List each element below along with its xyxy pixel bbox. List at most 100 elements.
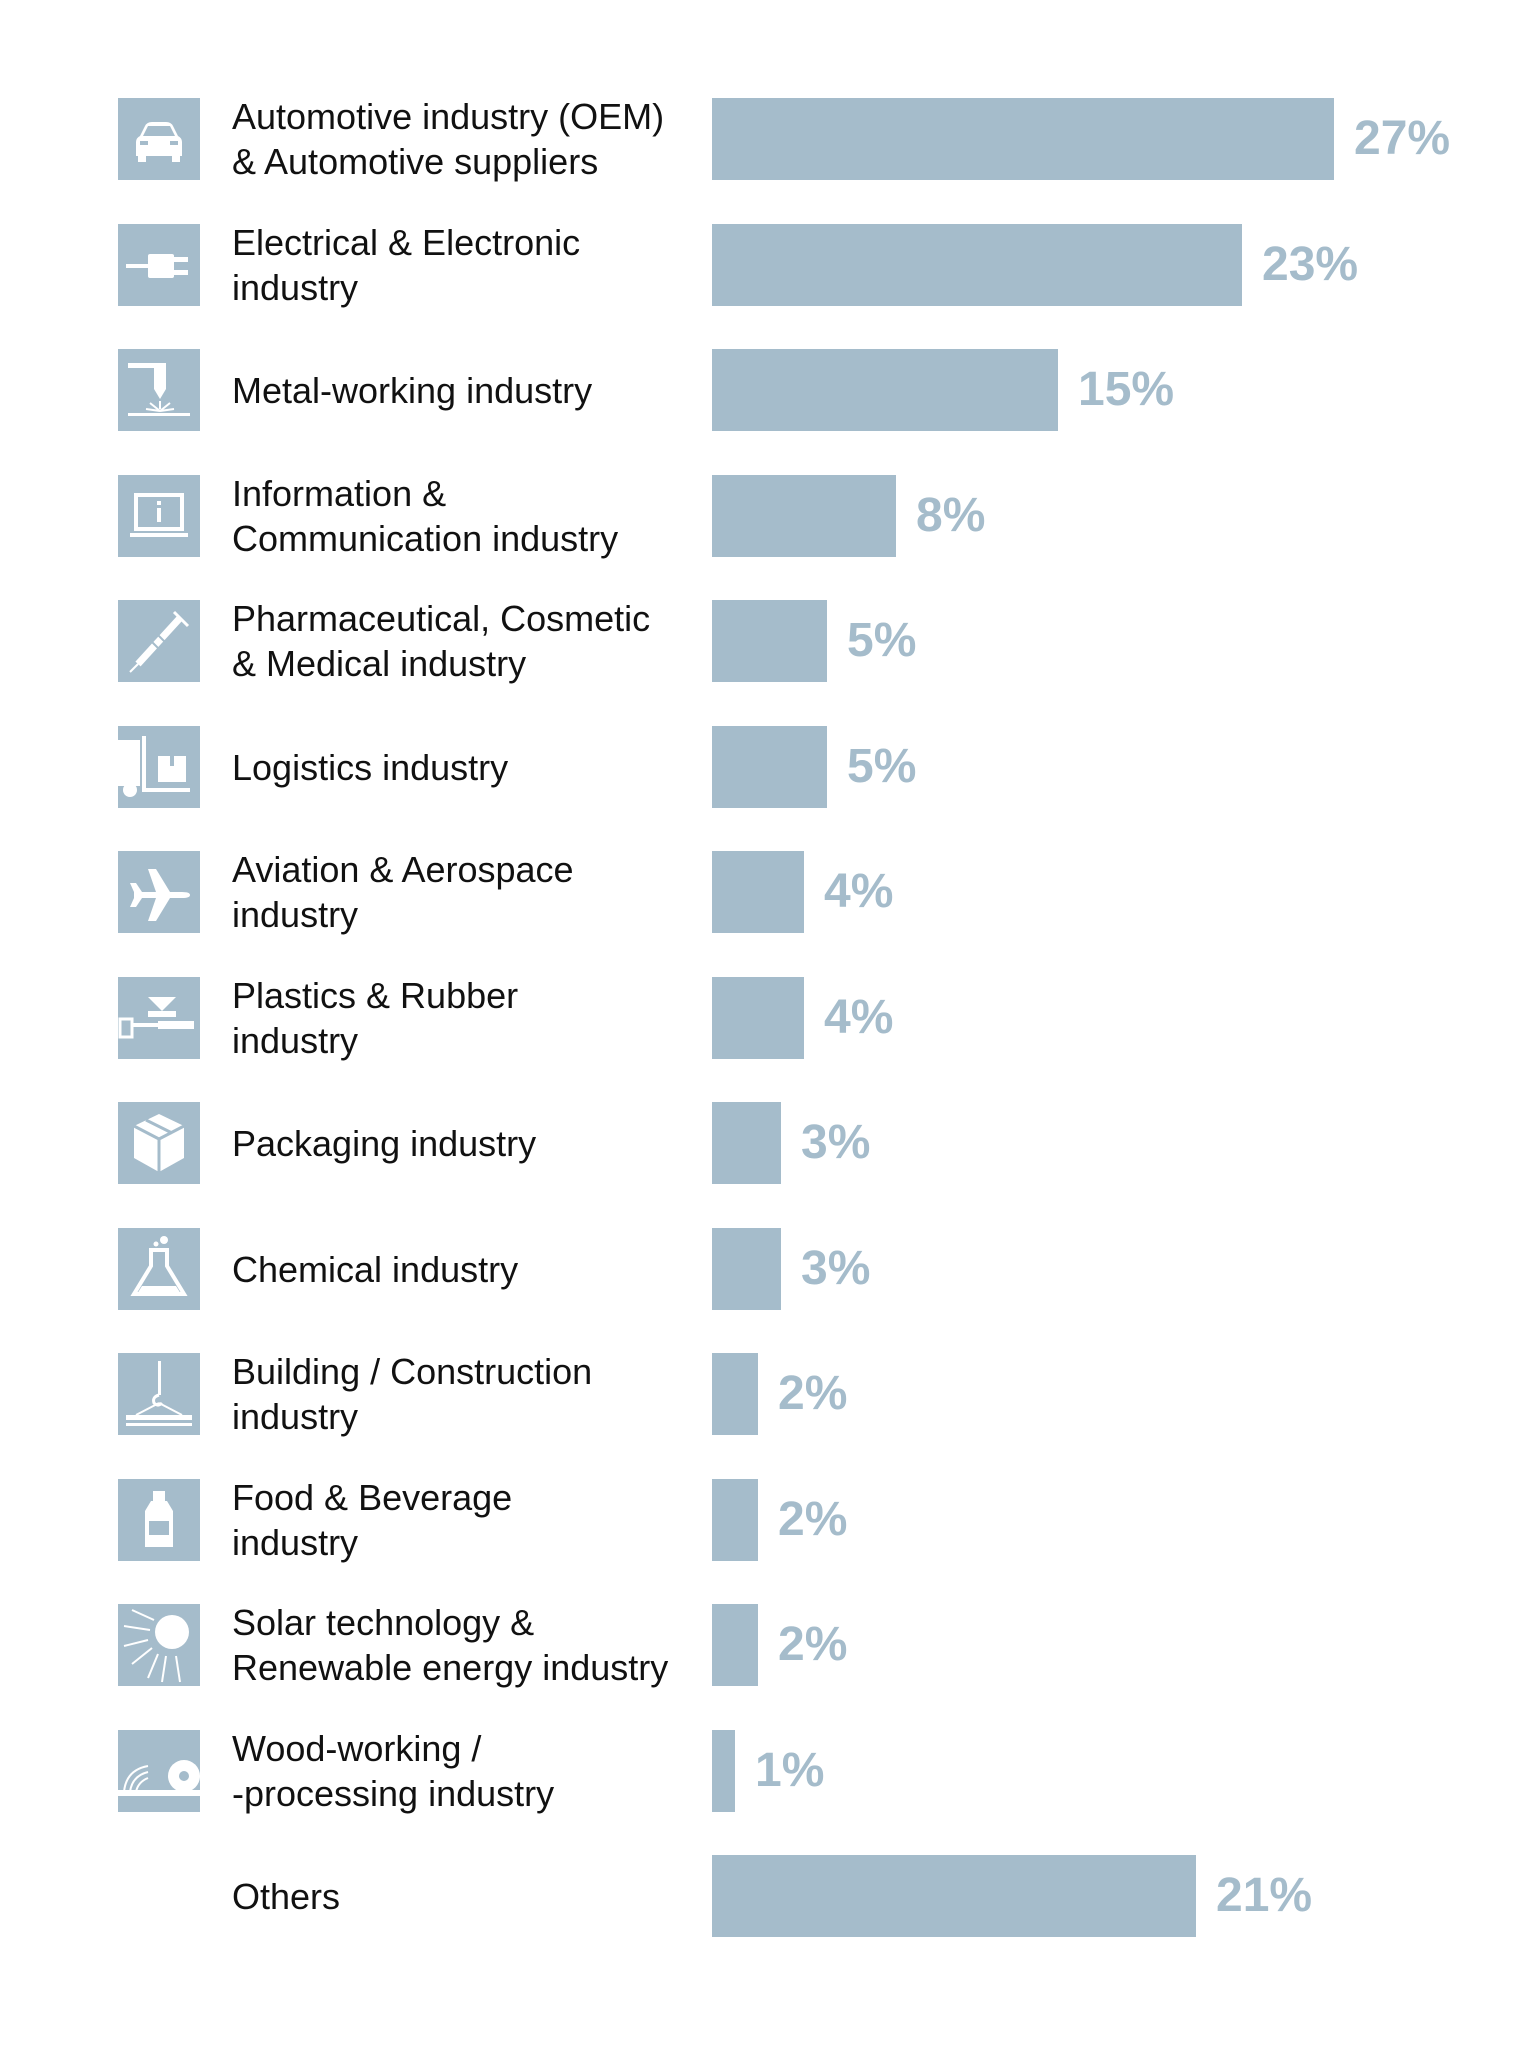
- category-label: Building / Construction industry: [232, 1351, 702, 1437]
- laser-cutting-icon: [118, 349, 200, 431]
- category-label: Aviation & Aerospace industry: [232, 849, 702, 935]
- data-label: 4%: [824, 991, 894, 1044]
- box-icon: [118, 1102, 200, 1184]
- data-bar: [712, 600, 827, 682]
- category-label: Food & Beverage industry: [232, 1477, 702, 1563]
- crane-icon: [118, 1353, 200, 1435]
- data-label: 1%: [755, 1744, 825, 1797]
- category-label-line: industry: [232, 1522, 359, 1563]
- monitor-info-icon: [118, 475, 200, 557]
- chart-row: Electrical & Electronic industry 23%: [0, 222, 1528, 308]
- data-bar: [712, 977, 804, 1059]
- data-bar: [712, 1479, 758, 1561]
- category-label-line: Aviation & Aerospace: [232, 849, 574, 890]
- category-label-line: Renewable energy industry: [232, 1647, 669, 1688]
- category-label: Metal-working industry: [232, 349, 702, 431]
- chart-row: Information & Communication industry 8%: [0, 473, 1528, 559]
- category-label-line: Plastics & Rubber: [232, 975, 519, 1016]
- category-label-line: industry: [232, 894, 359, 935]
- data-bar: [712, 1102, 781, 1184]
- chart-row: Chemical industry 3%: [0, 1228, 1528, 1310]
- category-label-line: Electrical & Electronic: [232, 222, 581, 263]
- forklift-icon: [118, 726, 200, 808]
- category-label: Packaging industry: [232, 1102, 702, 1184]
- chart-row: Others 21%: [0, 1855, 1528, 1937]
- chart-row: Packaging industry 3%: [0, 1102, 1528, 1184]
- data-label: 21%: [1216, 1869, 1313, 1922]
- data-bar: [712, 224, 1242, 306]
- category-label-line: Logistics industry: [232, 746, 509, 788]
- chart-row: Plastics & Rubber industry 4%: [0, 975, 1528, 1061]
- sun-icon: [118, 1604, 200, 1686]
- flask-icon: [118, 1228, 200, 1310]
- category-label-line: Chemical industry: [232, 1248, 519, 1290]
- chart-row: Automotive industry (OEM) & Automotive su…: [0, 96, 1528, 182]
- data-bar: [712, 851, 804, 933]
- data-label: 8%: [916, 489, 986, 542]
- category-label: Automotive industry (OEM) & Automotive su…: [232, 96, 702, 182]
- category-label-line: Pharmaceutical, Cosmetic: [232, 598, 651, 639]
- data-bar: [712, 475, 896, 557]
- data-bar: [712, 1604, 758, 1686]
- data-bar: [712, 349, 1058, 431]
- plug-icon: [118, 224, 200, 306]
- category-label-line: & Medical industry: [232, 643, 527, 684]
- data-label: 2%: [778, 1618, 848, 1671]
- chart-row: Wood-working / -processing industry 1%: [0, 1728, 1528, 1814]
- category-label-line: Information &: [232, 473, 447, 514]
- category-label: Chemical industry: [232, 1228, 702, 1310]
- category-label: Logistics industry: [232, 726, 702, 808]
- car-icon: [118, 98, 200, 180]
- data-label: 3%: [801, 1242, 871, 1295]
- category-label-line: Automotive industry (OEM): [232, 96, 665, 137]
- chart-row: Metal-working industry 15%: [0, 349, 1528, 431]
- data-bar: [712, 1855, 1196, 1937]
- category-label-line: Communication industry: [232, 518, 619, 559]
- syringe-icon: [118, 600, 200, 682]
- category-label: Plastics & Rubber industry: [232, 975, 702, 1061]
- category-label-line: industry: [232, 1020, 359, 1061]
- chart-row: Building / Construction industry 2%: [0, 1351, 1528, 1437]
- chart-row: Solar technology & Renewable energy indus…: [0, 1602, 1528, 1688]
- chart-row: Pharmaceutical, Cosmetic & Medical indust…: [0, 598, 1528, 684]
- data-label: 2%: [778, 1493, 848, 1546]
- saw-blade-icon: [118, 1730, 200, 1812]
- category-label: Solar technology & Renewable energy indus…: [232, 1602, 702, 1688]
- data-label: 2%: [778, 1367, 848, 1420]
- data-label: 5%: [847, 740, 917, 793]
- category-label-line: industry: [232, 267, 359, 308]
- data-label: 5%: [847, 614, 917, 667]
- data-label: 4%: [824, 865, 894, 918]
- airplane-icon: [118, 851, 200, 933]
- category-label: Information & Communication industry: [232, 473, 702, 559]
- data-label: 27%: [1354, 112, 1451, 165]
- data-bar: [712, 1228, 781, 1310]
- category-label-line: Food & Beverage: [232, 1477, 513, 1518]
- category-label: Pharmaceutical, Cosmetic & Medical indust…: [232, 598, 702, 684]
- category-label: Electrical & Electronic industry: [232, 222, 702, 308]
- bottle-icon: [118, 1479, 200, 1561]
- category-label-line: -processing industry: [232, 1773, 555, 1814]
- category-label-line: & Automotive suppliers: [232, 141, 599, 182]
- data-bar: [712, 1353, 758, 1435]
- category-label: Others: [232, 1855, 702, 1937]
- chart-row: Aviation & Aerospace industry 4%: [0, 849, 1528, 935]
- category-label-line: industry: [232, 1396, 359, 1437]
- data-label: 3%: [801, 1116, 871, 1169]
- category-label-line: Metal-working industry: [232, 369, 593, 411]
- data-bar: [712, 1730, 735, 1812]
- injection-molding-icon: [118, 977, 200, 1059]
- chart-row: Food & Beverage industry 2%: [0, 1477, 1528, 1563]
- data-bar: [712, 98, 1334, 180]
- data-label: 23%: [1262, 238, 1359, 291]
- data-label: 15%: [1078, 363, 1175, 416]
- data-bar: [712, 726, 827, 808]
- category-label-line: Solar technology &: [232, 1602, 535, 1643]
- chart-row: Logistics industry 5%: [0, 726, 1528, 808]
- category-label-line: Wood-working /: [232, 1728, 482, 1769]
- category-label-line: Others: [232, 1875, 341, 1917]
- category-label-line: Building / Construction: [232, 1351, 593, 1392]
- category-label: Wood-working / -processing industry: [232, 1728, 702, 1814]
- category-label-line: Packaging industry: [232, 1122, 537, 1164]
